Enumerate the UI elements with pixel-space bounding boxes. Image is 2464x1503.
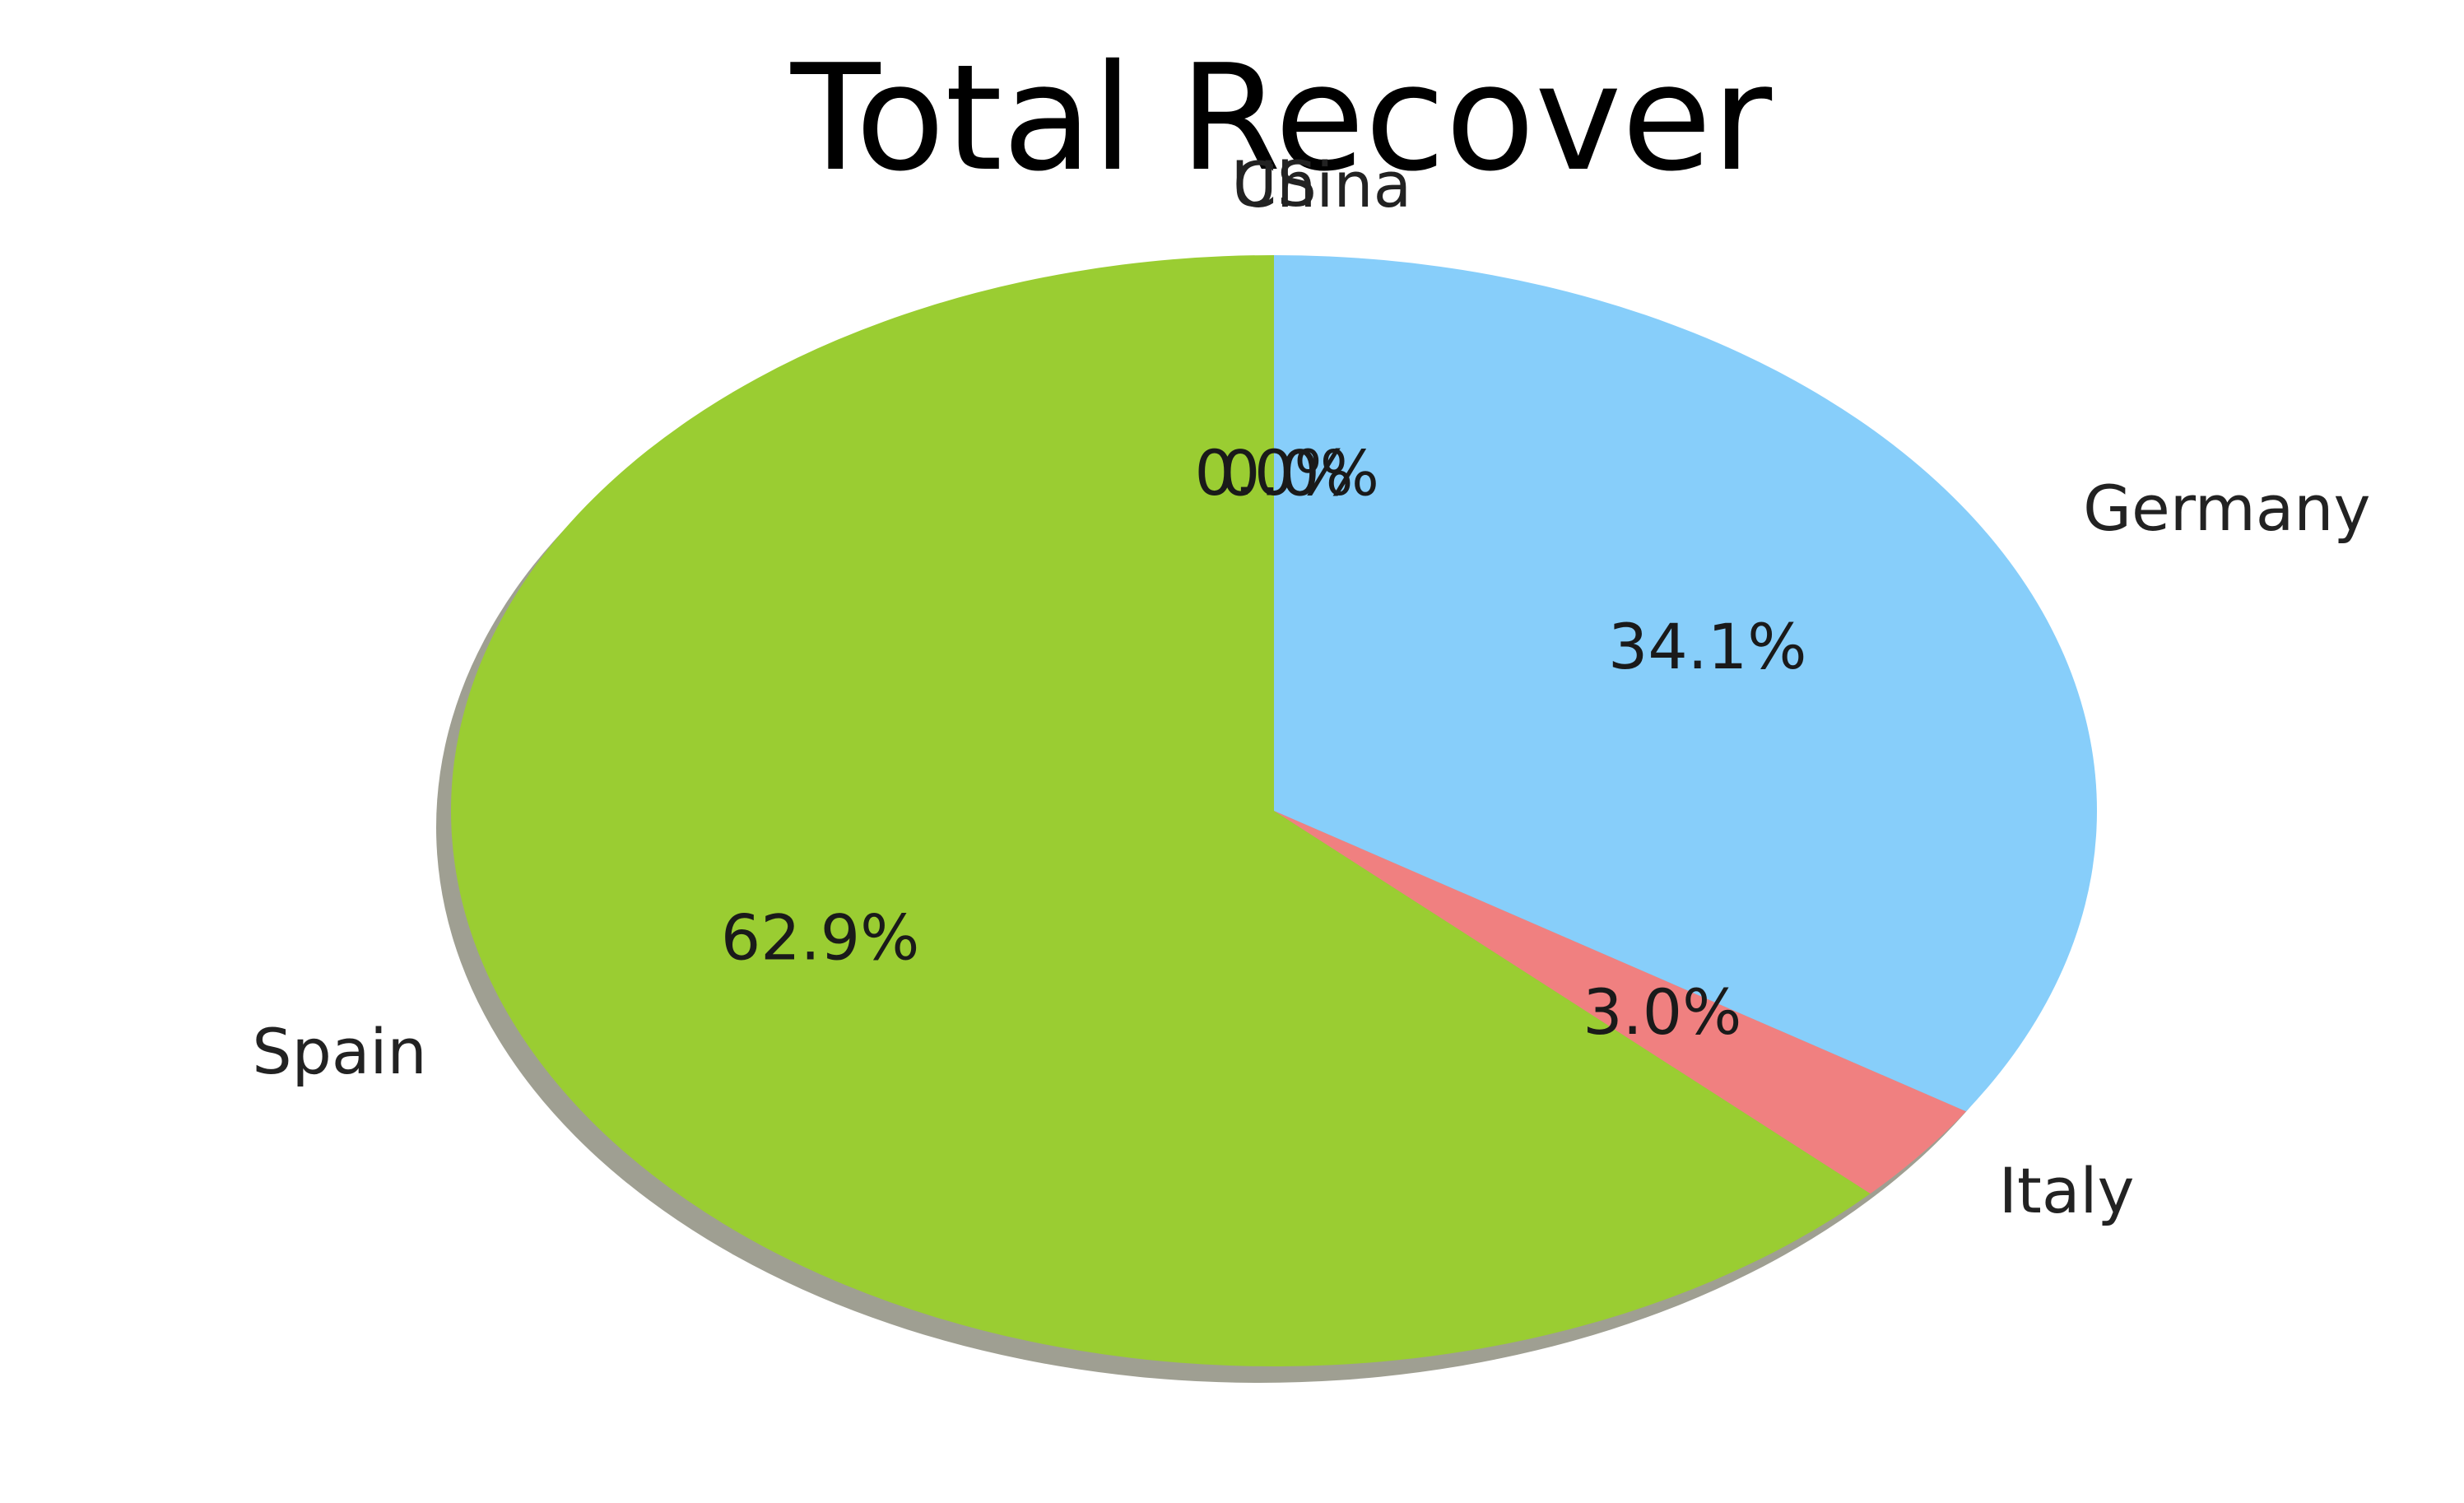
pie-label-us: US bbox=[1231, 147, 1317, 221]
pie-label-italy: Italy bbox=[1999, 1154, 2135, 1227]
pie-pct-label-china: 0.0% bbox=[1220, 437, 1379, 510]
pie-label-china: China bbox=[1233, 148, 1411, 221]
chart-title: Total Recover bbox=[790, 33, 1773, 203]
pie-pct-label-italy: 3.0% bbox=[1583, 975, 1741, 1049]
pie-pct-label-spain: 62.9% bbox=[721, 901, 919, 975]
pie-percent-labels: 0.0%0.0% 62.9% 3.0% 34.1% bbox=[721, 436, 1807, 1049]
pie-pct-label-germany: 34.1% bbox=[1608, 610, 1806, 683]
pie-slice-germany bbox=[1274, 255, 2097, 1112]
pie-slice-spain bbox=[450, 255, 1871, 1367]
pie-slice-italy bbox=[1274, 811, 1966, 1194]
pie-pct-label-us: 0.0% bbox=[1194, 436, 1353, 510]
pie-label-germany: Germany bbox=[2083, 472, 2370, 545]
pie-slices bbox=[450, 255, 2097, 1367]
pie-label-spain: Spain bbox=[252, 1015, 426, 1088]
